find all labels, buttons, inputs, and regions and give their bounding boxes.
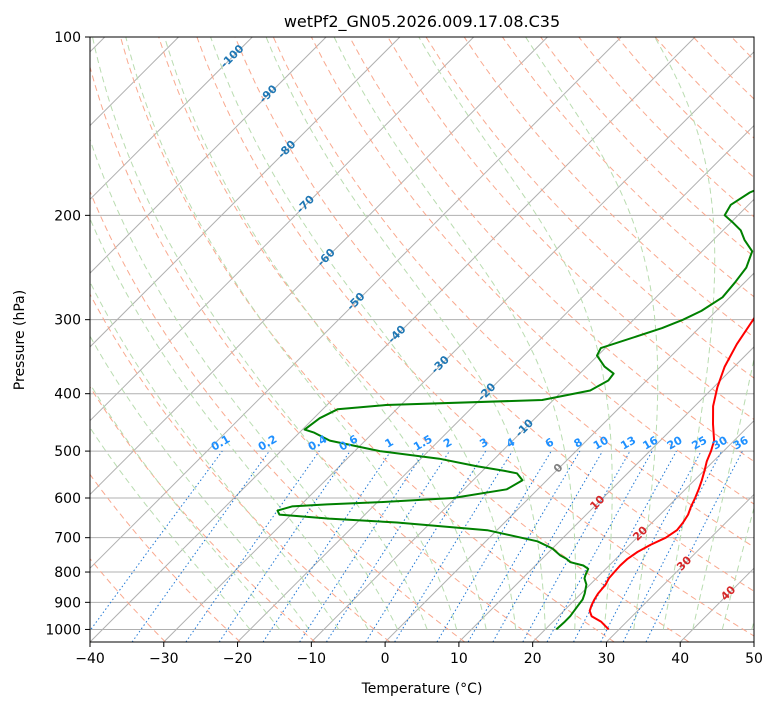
x-tick-label: 40 — [671, 651, 689, 667]
moist-adiabat-line — [90, 137, 399, 630]
isotherm-line — [237, 124, 754, 642]
y-tick-label: 200 — [54, 208, 81, 224]
dry-adiabat-line — [349, 37, 754, 463]
isotherm-line — [90, 37, 696, 642]
x-tick-label: −20 — [223, 651, 253, 667]
dry-adiabat-line — [90, 473, 241, 642]
moist-adiabat-line — [265, 37, 546, 630]
mixing-ratio-line — [218, 450, 351, 642]
isotherm-line — [458, 346, 754, 642]
moist-adiabat-line — [90, 426, 251, 630]
x-tick-label: 10 — [450, 651, 468, 667]
y-tick-label: 100 — [54, 30, 81, 46]
dry-adiabat-line — [272, 37, 754, 548]
y-axis-label: Pressure (hPa) — [12, 290, 28, 390]
x-tick-label: 0 — [381, 651, 390, 667]
dry-adiabat-line — [387, 37, 754, 421]
isotherm-line — [90, 37, 475, 422]
isotherm-line — [163, 51, 754, 642]
isotherm-line — [90, 37, 253, 201]
x-tick-label: −10 — [297, 651, 327, 667]
y-tick-label: 700 — [54, 531, 81, 547]
x-tick-label: −40 — [75, 651, 105, 667]
dry-adiabat-line — [463, 37, 754, 338]
y-tick-label: 500 — [54, 444, 81, 460]
moist-adiabat-line — [692, 356, 754, 630]
mixing-ratio-line — [262, 450, 392, 642]
moist-adiabat-line — [125, 37, 458, 630]
moist-adiabat-line — [333, 37, 577, 630]
mixing-ratio-line — [645, 450, 743, 642]
moist-adiabat-line — [90, 335, 310, 630]
x-tick-label: −30 — [149, 651, 179, 667]
mixing-ratio-line — [573, 450, 677, 642]
dry-adiabat-line — [158, 37, 690, 642]
y-tick-label: 800 — [54, 565, 81, 581]
dry-adiabat-line — [90, 190, 466, 642]
dry-adiabat-line — [310, 37, 754, 505]
y-tick-label: 1000 — [45, 622, 81, 638]
moist-adiabat-line — [90, 383, 280, 630]
mixing-ratio-line — [522, 450, 631, 642]
isotherm-line — [90, 37, 401, 348]
dry-adiabat-line — [90, 386, 316, 642]
series-layer — [276, 189, 754, 631]
x-tick-label: 20 — [524, 651, 542, 667]
y-tick-label: 900 — [54, 595, 81, 611]
mixing-ratio-line — [131, 450, 270, 642]
isotherm-line — [90, 37, 622, 569]
dry-adiabat-line — [196, 37, 754, 637]
y-tick-label: 300 — [54, 313, 81, 329]
mixing-ratio-line — [299, 450, 426, 642]
isotherm-line — [384, 272, 754, 642]
isotherm-line — [532, 419, 754, 642]
mixing-ratio-line — [90, 450, 223, 632]
mixing-ratio-line — [185, 450, 320, 642]
moist-adiabat-line — [418, 37, 613, 630]
mixing-ratio-line — [546, 450, 653, 642]
dry-adiabat-line — [90, 65, 540, 642]
dry-adiabat-line — [120, 37, 615, 642]
moist-adiabat-line — [90, 217, 369, 630]
dewpoint-profile-line — [276, 189, 754, 631]
isotherm-line — [310, 198, 754, 642]
moist-adiabat-line — [92, 37, 428, 630]
moist-adiabat-line — [164, 37, 487, 630]
dry-adiabat-line — [90, 293, 391, 642]
y-tick-label: 600 — [54, 491, 81, 507]
dry-adiabat-line — [425, 37, 754, 379]
isotherm-line — [90, 37, 548, 496]
grid-layer — [90, 37, 754, 642]
x-tick-label: 30 — [598, 651, 616, 667]
isotherm-line — [90, 37, 327, 274]
moist-adiabat-line — [721, 505, 754, 630]
temperature-profile-line — [588, 316, 754, 631]
mixing-ratio-line — [394, 450, 513, 642]
ticks-layer: −40 −30 −20 −10 0 10 20 30 40 50 100 200 300 400 500 60… — [45, 30, 763, 667]
x-axis-label: Temperature (°C) — [361, 681, 483, 697]
plot-frame — [89, 36, 755, 643]
isotherm-line — [606, 493, 754, 642]
chart-title: wetPf2_GN05.2026.009.17.08.C35 — [284, 12, 560, 32]
x-tick-label: 50 — [745, 651, 763, 667]
mixing-ratio-line — [325, 450, 450, 642]
moist-adiabat-line — [654, 37, 716, 630]
moist-adiabat-line — [525, 37, 659, 630]
dry-adiabat-line — [234, 37, 754, 592]
moist-adiabat-line — [210, 37, 517, 630]
y-tick-label: 400 — [54, 387, 81, 403]
